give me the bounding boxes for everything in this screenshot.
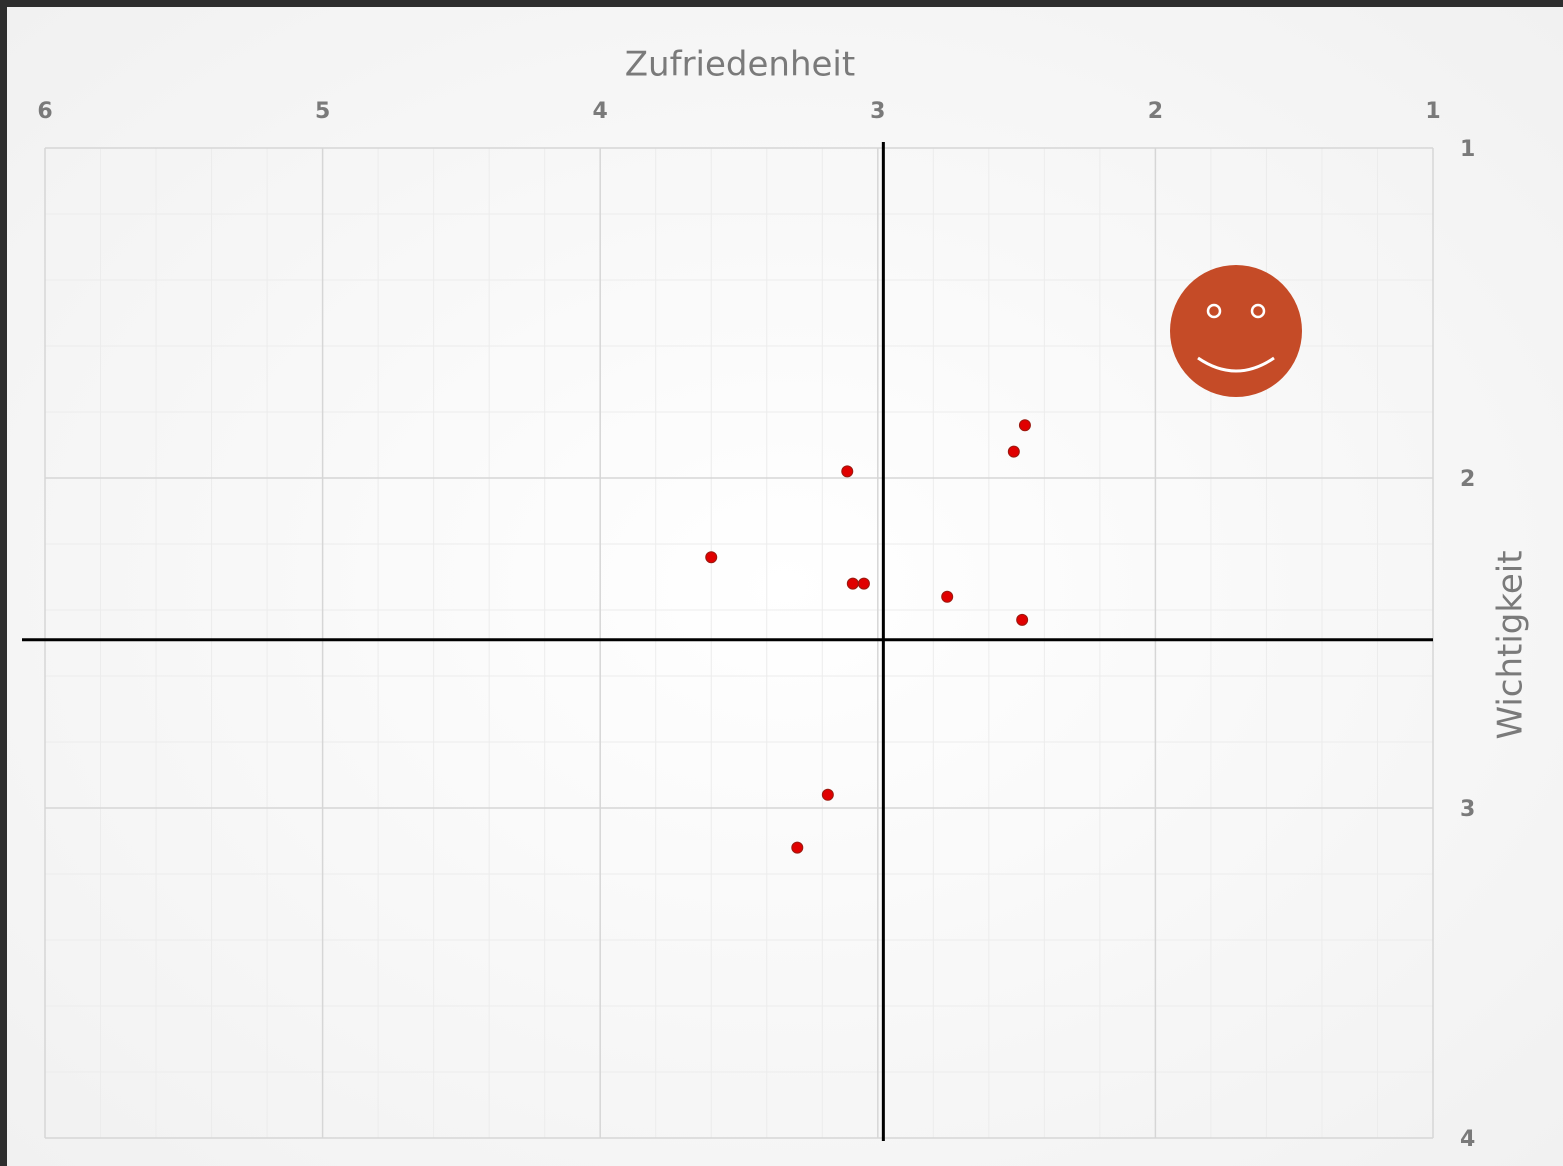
point: [857, 577, 870, 590]
x-tick-label: 1: [1425, 99, 1440, 124]
point: [1016, 613, 1029, 626]
marks: [22, 142, 1433, 1141]
y-tick-label: 1: [1460, 137, 1475, 162]
y-axis-title: Wichtigkeit: [1491, 550, 1531, 739]
point: [1018, 419, 1031, 432]
point: [705, 551, 718, 564]
x-tick-label: 6: [37, 99, 52, 124]
x-tick-label: 5: [315, 99, 330, 124]
y-tick-label: 4: [1460, 1127, 1475, 1152]
background: [7, 7, 1563, 1166]
point: [846, 577, 859, 590]
point: [821, 788, 834, 801]
smiley: [1170, 265, 1302, 397]
point: [841, 465, 854, 478]
x-tick-label: 2: [1148, 99, 1163, 124]
x-axis-title: Zufriedenheit: [625, 45, 855, 85]
point: [1007, 445, 1020, 458]
y-tick-label: 3: [1460, 797, 1475, 822]
y-tick-label: 2: [1460, 467, 1475, 492]
point: [941, 590, 954, 603]
x-tick-label: 4: [593, 99, 608, 124]
x-tick-label: 3: [870, 99, 885, 124]
point: [791, 841, 804, 854]
